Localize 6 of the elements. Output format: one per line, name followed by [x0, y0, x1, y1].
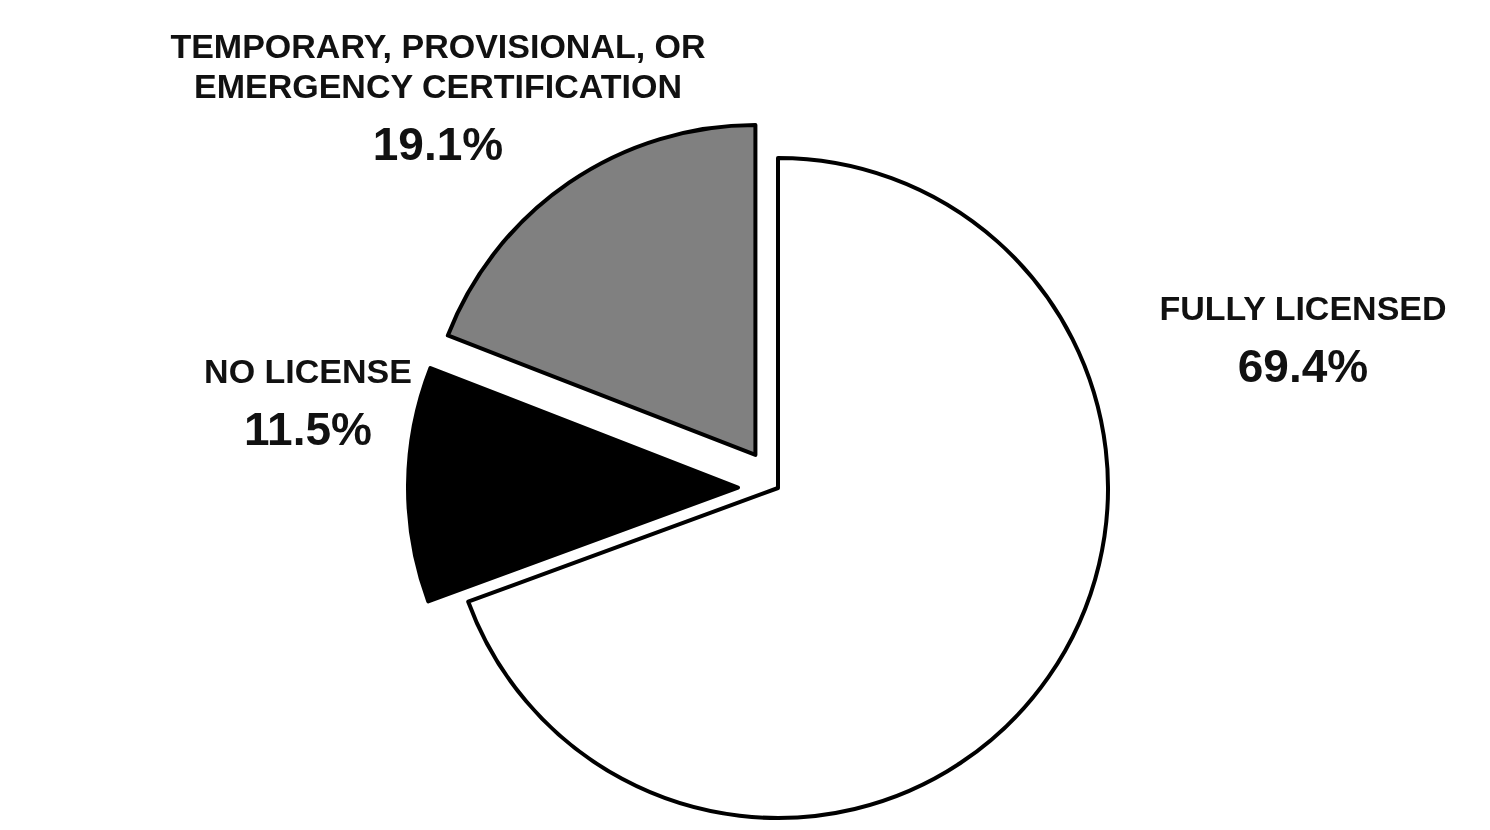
data-label: 69.4% [1237, 340, 1369, 392]
slice-label: NO LICENSE [204, 352, 412, 390]
data-label: 19.1% [372, 118, 504, 170]
slice-label: TEMPORARY, PROVISIONAL, OR EMERGENCY CERTIFICATION [170, 27, 706, 105]
data-label: 11.5% [244, 403, 372, 455]
slice-label: FULLY LICENSED [1159, 289, 1447, 327]
